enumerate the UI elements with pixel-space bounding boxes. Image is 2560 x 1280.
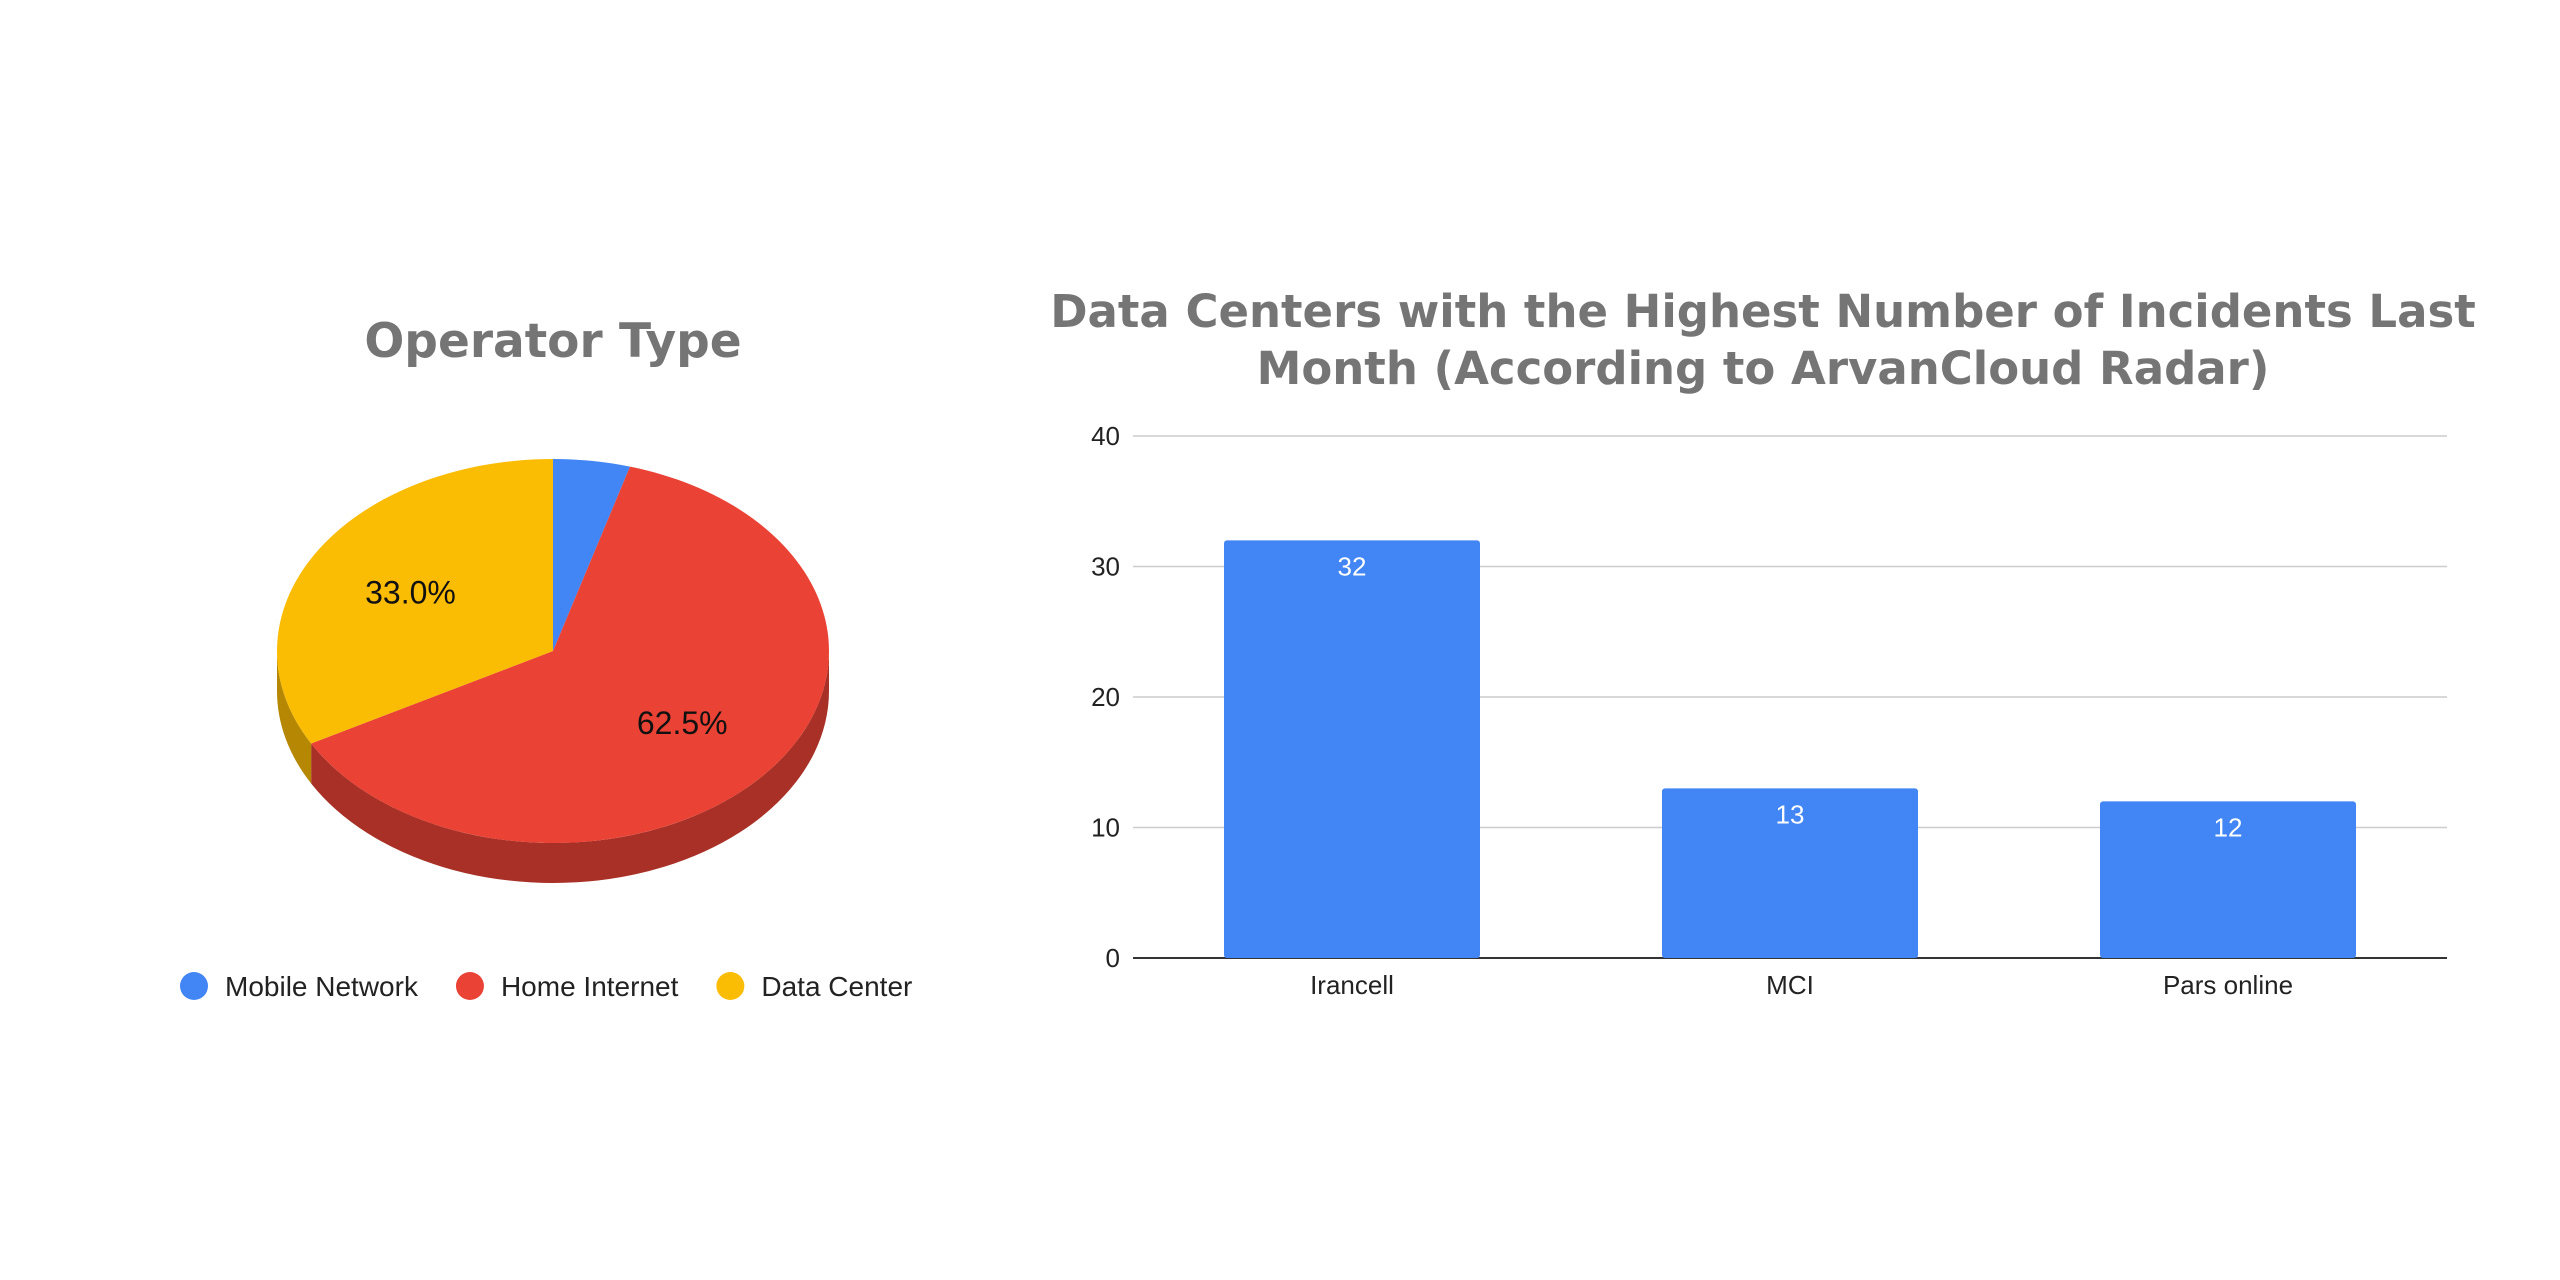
bar-x-axis-ticks: Irancell MCI Pars online <box>1310 970 2293 1000</box>
y-tick-label-40: 40 <box>1091 421 1120 451</box>
pie-slice-mobile-network <box>553 459 631 651</box>
legend-item-mobile-network: Mobile Network <box>180 971 419 1002</box>
legend-marker-home-internet <box>455 972 484 1000</box>
bar-data-label-pars-online: 12 <box>2214 812 2243 842</box>
pie-body <box>276 459 829 884</box>
pie-side-data-center <box>277 651 312 784</box>
x-tick-label-pars-online: Pars online <box>2163 970 2293 1000</box>
pie-slice-home-internet <box>311 466 829 844</box>
x-tick-label-mci: MCI <box>1766 970 1814 1000</box>
legend-label-home-internet: Home Internet <box>501 971 679 1002</box>
bar-data-label-mci: 13 <box>1776 799 1805 829</box>
pie-data-label-data-center: 33.0% <box>365 574 456 610</box>
bar-mci <box>1662 788 1918 958</box>
x-tick-label-irancell: Irancell <box>1310 970 1394 1000</box>
y-tick-label-20: 20 <box>1091 682 1120 712</box>
bar-series: 32 13 12 <box>1224 540 2356 958</box>
bar-chart: Data Centers with the Highest Number of … <box>1050 285 2476 1000</box>
y-tick-label-0: 0 <box>1106 943 1120 973</box>
pie-side-home-internet <box>311 651 829 884</box>
bar-data-label-irancell: 32 <box>1338 551 1367 581</box>
bar-y-axis-ticks: 0 10 20 30 40 <box>1091 421 1120 973</box>
bar-chart-title-line-1: Data Centers with the Highest Number of … <box>1050 285 2476 338</box>
legend-label-data-center: Data Center <box>761 971 912 1002</box>
bar-irancell <box>1224 540 1480 958</box>
pie-data-label-home-internet: 62.5% <box>637 705 728 741</box>
legend-item-data-center: Data Center <box>716 971 912 1002</box>
pie-chart: Operator Type 62.5% 33.0% Mobile Network H… <box>180 314 912 1002</box>
pie-legend: Mobile Network Home Internet Data Center <box>180 971 912 1002</box>
legend-item-home-internet: Home Internet <box>455 971 679 1002</box>
legend-marker-data-center <box>716 972 745 1000</box>
bar-pars-online <box>2100 801 2356 958</box>
y-tick-label-30: 30 <box>1091 552 1120 582</box>
pie-chart-title: Operator Type <box>364 314 741 369</box>
bar-chart-title-line-2: Month (According to ArvanCloud Radar) <box>1257 342 2270 395</box>
y-tick-label-10: 10 <box>1091 813 1120 843</box>
legend-label-mobile-network: Mobile Network <box>225 971 419 1002</box>
pie-data-labels: 62.5% 33.0% <box>365 574 728 741</box>
pie-slice-data-center <box>276 459 553 744</box>
legend-marker-mobile-network <box>180 972 208 1000</box>
